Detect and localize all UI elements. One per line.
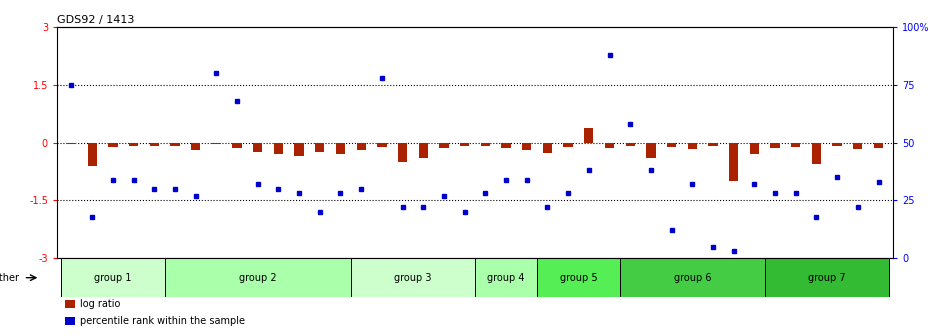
Bar: [475, 258, 537, 297]
Bar: [356, 142, 366, 150]
Text: GDS92 / 1413: GDS92 / 1413: [57, 15, 134, 25]
Bar: [874, 142, 884, 148]
Bar: [129, 142, 138, 145]
Bar: [812, 142, 821, 164]
Bar: [61, 258, 164, 297]
Bar: [584, 128, 594, 142]
Text: group 5: group 5: [560, 273, 598, 283]
Bar: [212, 142, 221, 144]
Bar: [460, 142, 469, 146]
Bar: [377, 142, 387, 147]
Bar: [542, 142, 552, 153]
Text: log ratio: log ratio: [80, 299, 120, 309]
Bar: [336, 142, 345, 154]
Bar: [625, 142, 635, 146]
Bar: [66, 142, 76, 144]
Bar: [502, 142, 511, 148]
Bar: [729, 142, 738, 181]
Bar: [563, 142, 573, 147]
Text: group 4: group 4: [487, 273, 524, 283]
Bar: [646, 142, 655, 158]
Bar: [439, 142, 448, 148]
Bar: [315, 142, 325, 152]
Bar: [605, 142, 614, 148]
Bar: [709, 142, 717, 146]
Bar: [853, 142, 863, 150]
Text: group 1: group 1: [94, 273, 132, 283]
Bar: [191, 142, 200, 150]
Bar: [253, 142, 262, 152]
Bar: [765, 258, 889, 297]
Bar: [66, 317, 75, 325]
Bar: [274, 142, 283, 154]
Bar: [351, 258, 475, 297]
Bar: [791, 142, 801, 147]
Bar: [750, 142, 759, 154]
Bar: [832, 142, 842, 146]
Bar: [419, 142, 428, 158]
Bar: [66, 300, 75, 308]
Bar: [294, 142, 304, 156]
Bar: [398, 142, 408, 162]
Text: group 2: group 2: [238, 273, 276, 283]
Bar: [233, 142, 241, 148]
Text: group 6: group 6: [674, 273, 711, 283]
Bar: [149, 142, 159, 146]
Text: other: other: [0, 273, 19, 283]
Bar: [667, 142, 676, 147]
Text: percentile rank within the sample: percentile rank within the sample: [80, 316, 244, 326]
Bar: [537, 258, 619, 297]
Bar: [619, 258, 765, 297]
Bar: [108, 142, 118, 147]
Bar: [770, 142, 780, 148]
Bar: [170, 142, 180, 146]
Bar: [87, 142, 97, 166]
Bar: [688, 142, 697, 150]
Bar: [522, 142, 531, 150]
Text: group 3: group 3: [394, 273, 431, 283]
Bar: [481, 142, 490, 145]
Text: group 7: group 7: [808, 273, 846, 283]
Bar: [164, 258, 351, 297]
